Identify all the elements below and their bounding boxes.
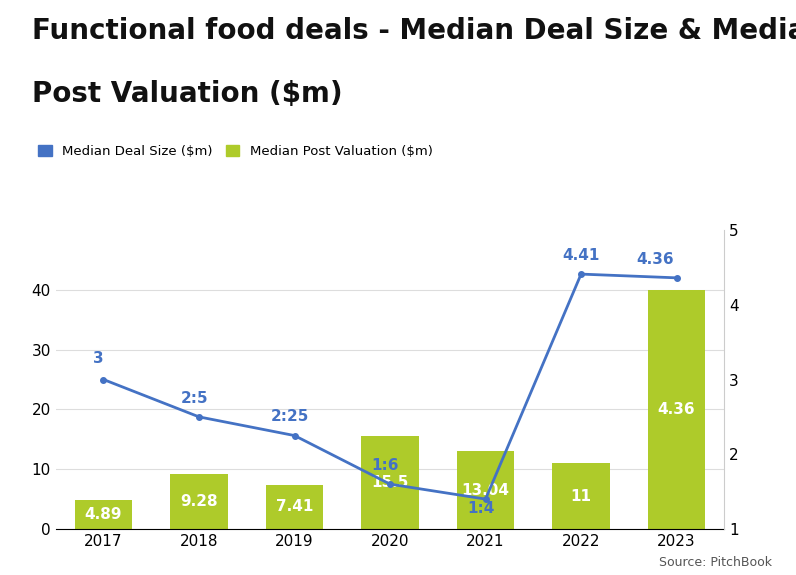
Bar <box>266 485 323 529</box>
Text: 2:5: 2:5 <box>181 390 208 406</box>
Bar <box>75 500 132 529</box>
Text: 4.41: 4.41 <box>563 248 599 263</box>
Bar <box>361 436 419 529</box>
Text: 9.28: 9.28 <box>180 494 218 509</box>
Text: 1:6: 1:6 <box>372 458 399 473</box>
Text: Functional food deals - Median Deal Size & Median: Functional food deals - Median Deal Size… <box>32 17 796 45</box>
Text: 2:25: 2:25 <box>271 409 309 424</box>
Legend: Median Deal Size ($m), Median Post Valuation ($m): Median Deal Size ($m), Median Post Valua… <box>38 144 432 158</box>
Text: Post Valuation ($m): Post Valuation ($m) <box>32 81 342 109</box>
Text: 3: 3 <box>93 351 104 366</box>
Text: Source: PitchBook: Source: PitchBook <box>659 556 772 569</box>
Text: 11: 11 <box>571 489 591 504</box>
Bar <box>457 451 514 529</box>
Text: 4.36: 4.36 <box>657 402 696 417</box>
Text: 4.89: 4.89 <box>84 507 123 522</box>
Text: 4.36: 4.36 <box>637 252 674 267</box>
Text: 15.5: 15.5 <box>372 475 408 490</box>
Bar <box>170 473 228 529</box>
Text: 1:4: 1:4 <box>467 501 494 516</box>
Text: 13.04: 13.04 <box>462 482 509 497</box>
Bar <box>552 463 610 529</box>
Bar <box>648 290 705 529</box>
Text: 7.41: 7.41 <box>276 499 313 515</box>
